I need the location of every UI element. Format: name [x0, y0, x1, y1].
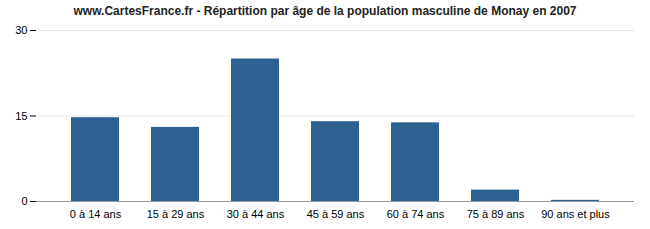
svg-text:0 à 14 ans: 0 à 14 ans [70, 208, 122, 220]
svg-text:75 à 89 ans: 75 à 89 ans [467, 208, 525, 220]
svg-text:15: 15 [15, 110, 27, 122]
svg-text:0: 0 [21, 195, 27, 207]
svg-text:60 à 74 ans: 60 à 74 ans [387, 208, 445, 220]
svg-text:45 à 59 ans: 45 à 59 ans [307, 208, 365, 220]
svg-text:90 ans et plus: 90 ans et plus [541, 208, 610, 220]
svg-text:30 à 44 ans: 30 à 44 ans [227, 208, 285, 220]
svg-text:30: 30 [15, 24, 27, 36]
html-text:www.CartesFrance.fr - Répartit: www.CartesFrance.fr - Répartition par âg… [73, 4, 577, 18]
svg-text:15 à 29 ans: 15 à 29 ans [147, 208, 205, 220]
